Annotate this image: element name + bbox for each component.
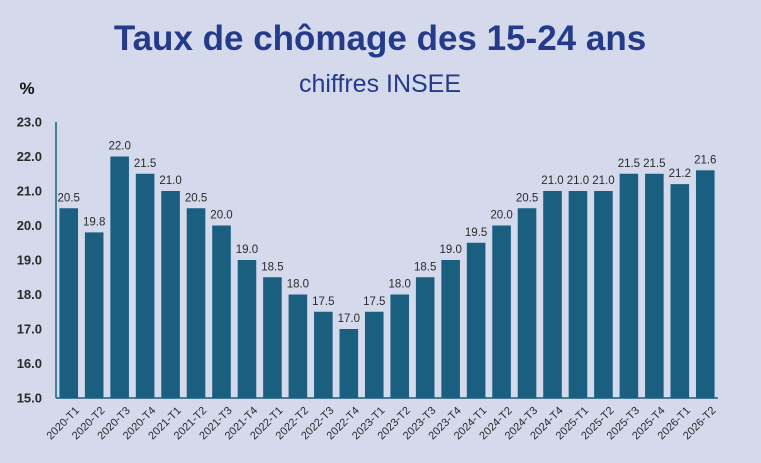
data-label: 17.5 xyxy=(363,296,385,308)
bar xyxy=(364,311,384,398)
y-tick-label: 15.0 xyxy=(17,391,42,406)
y-tick-label: 19.0 xyxy=(17,253,42,268)
data-label: 21.5 xyxy=(643,158,665,170)
bar xyxy=(695,170,715,398)
data-label: 21.0 xyxy=(592,175,614,187)
bar xyxy=(441,260,460,398)
bar xyxy=(186,208,206,398)
bar xyxy=(339,329,359,398)
bar xyxy=(288,294,308,398)
data-label: 17.0 xyxy=(338,313,360,325)
bar xyxy=(543,191,562,398)
data-label: 21.0 xyxy=(541,175,563,187)
bar xyxy=(645,173,664,398)
data-label: 18.0 xyxy=(287,279,309,291)
bar xyxy=(237,260,257,398)
data-label: 20.0 xyxy=(210,210,232,222)
bar xyxy=(314,311,333,398)
data-label: 19.5 xyxy=(465,227,487,239)
y-axis-unit-label: % xyxy=(19,79,34,98)
bar xyxy=(59,208,79,398)
bar xyxy=(263,277,282,398)
y-axis-ticks: 15.0 16.0 17.0 18.0 19.0 20.0 21.0 22.0 23.0 xyxy=(17,115,42,406)
data-label: 21.0 xyxy=(159,175,181,187)
data-label: 21.6 xyxy=(694,154,716,166)
data-label: 19.8 xyxy=(83,216,105,228)
bar xyxy=(110,156,129,398)
y-tick-label: 17.0 xyxy=(17,322,42,337)
y-tick-label: 22.0 xyxy=(17,149,42,164)
y-tick-label: 18.0 xyxy=(17,287,42,302)
data-labels: 20.519.822.021.521.020.520.019.018.518.0… xyxy=(58,141,717,326)
bar xyxy=(135,173,155,398)
bar xyxy=(161,191,180,398)
bar xyxy=(594,191,613,398)
bar xyxy=(212,225,231,398)
chart-subtitle: chiffres INSEE xyxy=(299,70,461,98)
bar xyxy=(390,294,410,398)
y-tick-label: 21.0 xyxy=(17,184,42,199)
data-label: 20.5 xyxy=(185,192,207,204)
bar xyxy=(466,242,486,398)
bar xyxy=(492,225,511,398)
bar xyxy=(568,191,588,398)
data-label: 17.5 xyxy=(312,296,334,308)
data-label: 21.0 xyxy=(567,175,589,187)
data-label: 18.5 xyxy=(261,261,283,273)
y-tick-label: 20.0 xyxy=(17,218,42,233)
data-label: 18.5 xyxy=(414,261,436,273)
bar xyxy=(415,277,435,398)
bars xyxy=(59,156,715,398)
bar xyxy=(517,208,537,398)
bar xyxy=(670,184,690,398)
chart-title: Taux de chômage des 15-24 ans xyxy=(114,19,646,58)
data-label: 18.0 xyxy=(389,279,411,291)
data-label: 20.5 xyxy=(58,192,80,204)
data-label: 21.2 xyxy=(669,168,691,180)
y-tick-label: 23.0 xyxy=(17,115,42,130)
bar xyxy=(619,173,639,398)
data-label: 19.0 xyxy=(439,244,461,256)
x-axis-ticks: 2020-T12020-T22020-T32020-T42021-T12021-… xyxy=(44,405,718,442)
data-label: 19.0 xyxy=(236,244,258,256)
data-label: 20.0 xyxy=(490,210,512,222)
data-label: 21.5 xyxy=(618,158,640,170)
y-tick-label: 16.0 xyxy=(17,356,42,371)
data-label: 21.5 xyxy=(134,158,156,170)
bar xyxy=(84,232,104,398)
data-label: 22.0 xyxy=(108,141,130,153)
data-label: 20.5 xyxy=(516,192,538,204)
